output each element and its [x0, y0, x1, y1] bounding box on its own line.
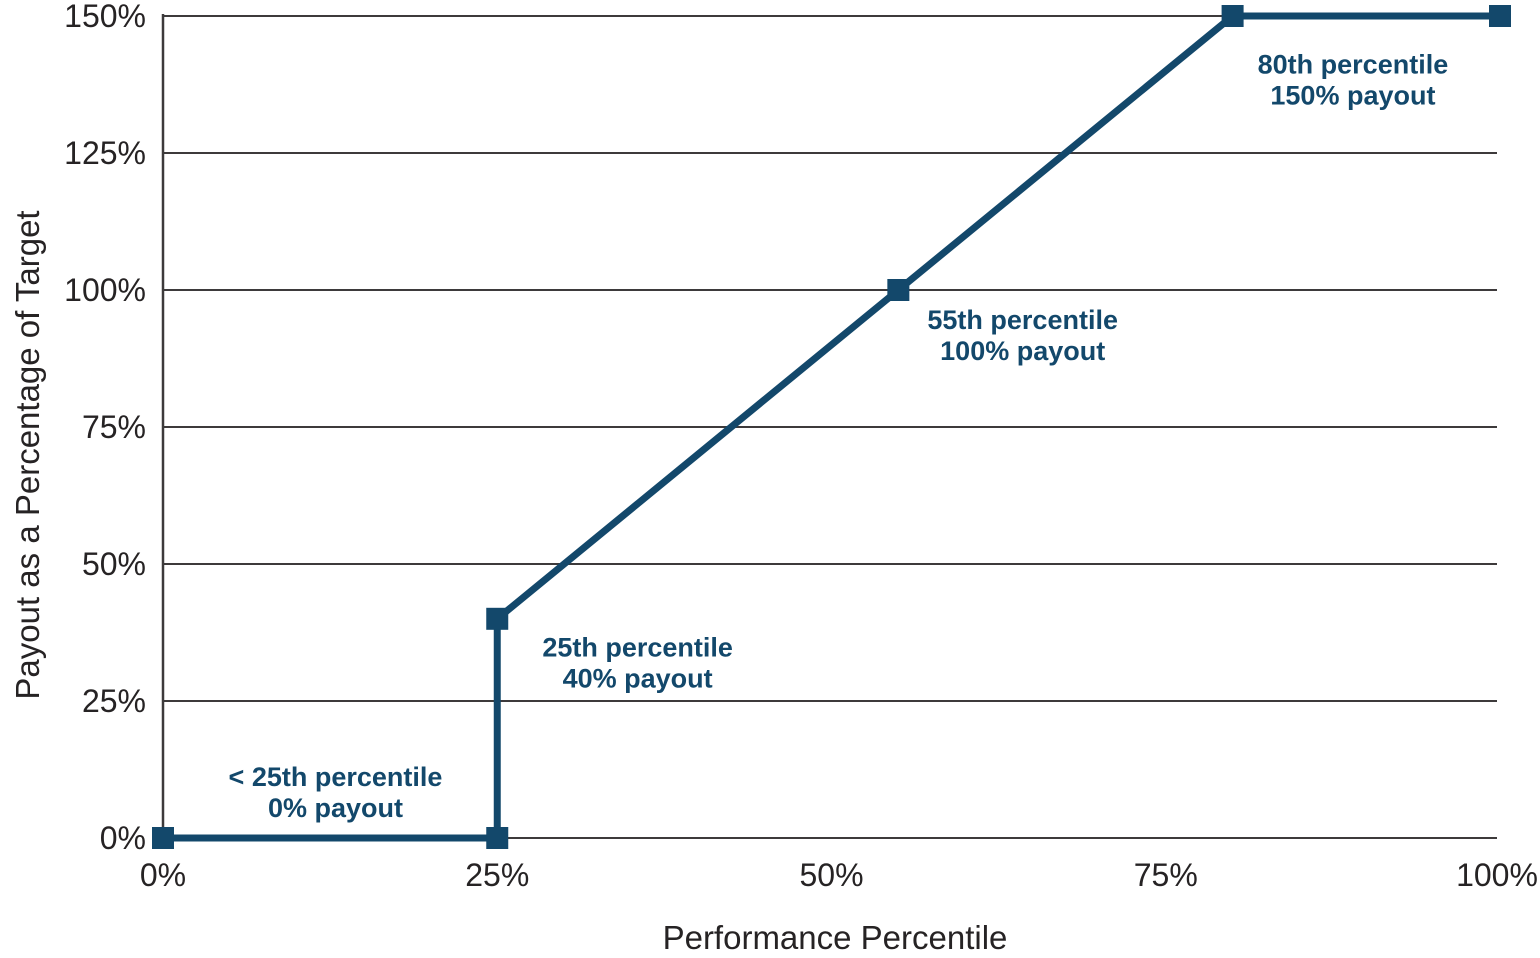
x-tick-label: 50% — [799, 857, 863, 893]
y-tick-label: 100% — [64, 272, 146, 308]
x-axis-title: Performance Percentile — [662, 919, 1008, 956]
annotation-label: 40% payout — [563, 664, 713, 694]
annotation-label: 55th percentile — [927, 305, 1118, 335]
y-tick-label: 25% — [82, 683, 146, 719]
data-point-marker — [486, 827, 509, 849]
y-axis-title: Payout as a Percentage of Target — [9, 210, 46, 700]
data-point-marker — [152, 827, 174, 849]
annotation-label: 150% payout — [1270, 80, 1435, 110]
y-tick-label: 50% — [82, 546, 146, 582]
data-point-marker — [486, 607, 509, 630]
annotation-label: < 25th percentile — [229, 762, 443, 792]
annotation-label: 100% payout — [940, 336, 1105, 366]
x-tick-label: 100% — [1456, 857, 1538, 893]
y-tick-label: 125% — [64, 135, 146, 171]
x-tick-label: 75% — [1134, 857, 1198, 893]
annotation-label: 0% payout — [268, 793, 403, 823]
data-point-marker — [1489, 5, 1511, 27]
x-tick-label: 25% — [465, 857, 529, 893]
y-tick-label: 0% — [100, 820, 146, 856]
annotation-label: 25th percentile — [542, 633, 733, 663]
annotation-label: 80th percentile — [1258, 49, 1449, 79]
data-point-marker — [1221, 5, 1244, 27]
x-tick-label: 0% — [140, 857, 186, 893]
data-point-marker — [887, 279, 910, 301]
y-tick-label: 150% — [64, 0, 146, 34]
payout-line — [163, 12, 1500, 842]
y-tick-label: 75% — [82, 409, 146, 445]
